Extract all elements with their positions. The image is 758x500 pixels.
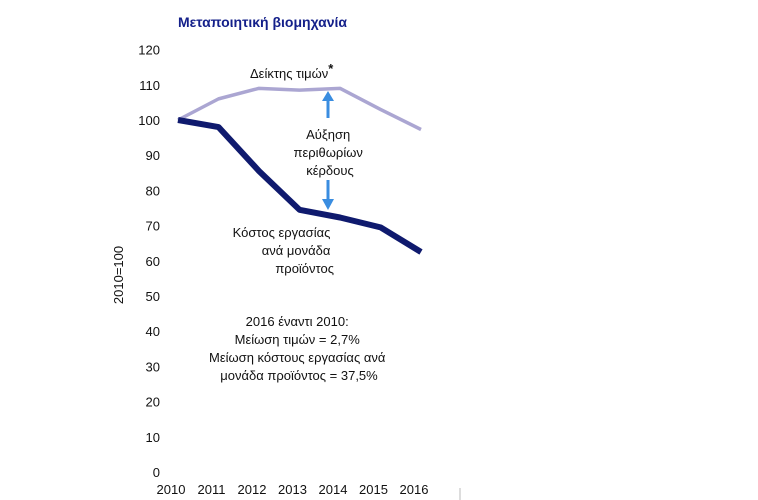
- y-tick-label: 110: [139, 78, 160, 93]
- chart-title: Μεταποιητική βιομηχανία: [178, 14, 347, 30]
- y-tick-label: 30: [146, 359, 160, 374]
- y-tick-label: 20: [146, 395, 160, 410]
- y-tick-label: 10: [146, 430, 160, 445]
- x-tick-label: 2011: [198, 482, 226, 497]
- cost-label: Κόστος εργασίας ανά μονάδα προϊόντος: [233, 225, 334, 276]
- margin-arrow-down: [322, 180, 334, 210]
- x-tick-label: 2010: [157, 482, 186, 497]
- y-tick-label: 90: [146, 148, 160, 163]
- y-tick-label: 40: [146, 324, 160, 339]
- x-tick-label: 2012: [238, 482, 267, 497]
- y-tick-label: 70: [146, 219, 160, 234]
- summary-annotation: 2016 έναντι 2010: Μείωση τιμών = 2,7% Με…: [209, 314, 389, 383]
- y-axis-label: 2010=100: [111, 246, 126, 304]
- y-tick-label: 120: [138, 43, 160, 58]
- margin-arrow-up: [322, 91, 334, 118]
- y-tick-label: 80: [146, 183, 160, 198]
- price-index-label: Δείκτης τιμών*: [250, 61, 334, 81]
- x-tick-label: 2014: [319, 482, 348, 497]
- y-tick-label: 50: [146, 289, 160, 304]
- x-tick-label: 2015: [359, 482, 388, 497]
- x-tick-label: 2013: [278, 482, 307, 497]
- y-tick-label: 0: [153, 465, 160, 480]
- y-tick-label: 100: [138, 113, 160, 128]
- margin-annotation: Αύξηση περιθωρίων κέρδους: [294, 127, 367, 178]
- x-tick-label: 2016: [400, 482, 429, 497]
- y-tick-label: 60: [146, 254, 160, 269]
